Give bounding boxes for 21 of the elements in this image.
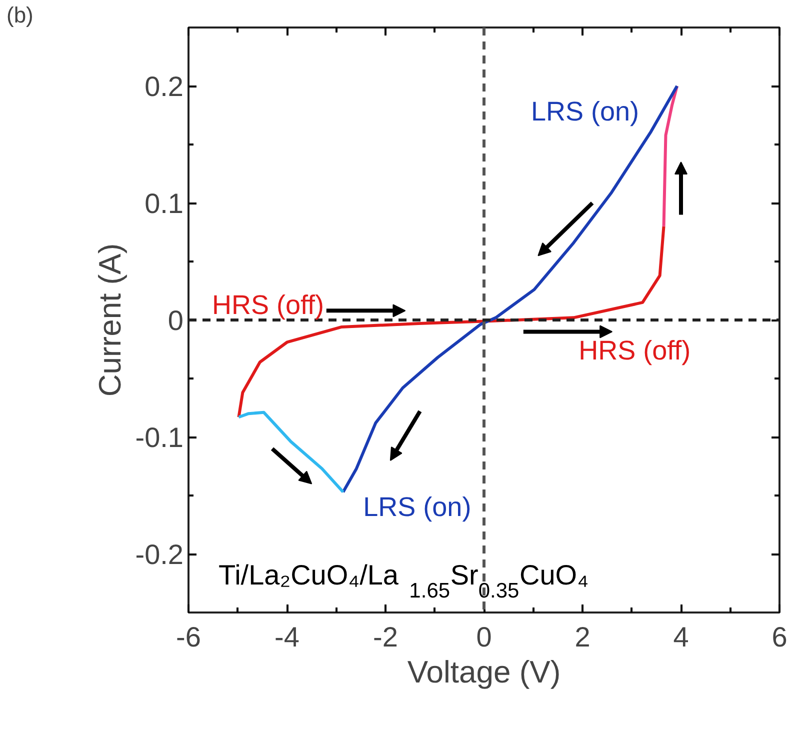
y-tick-label: -0.2 [135, 539, 184, 570]
chart-title: (b) [6, 2, 34, 28]
x-axis-title: Voltage (V) [407, 654, 561, 690]
x-tick-label: -2 [373, 622, 398, 652]
x-tick-label: -4 [274, 622, 300, 652]
y-tick-label: -0.1 [135, 422, 184, 453]
x-tick-label: -6 [176, 622, 201, 652]
x-tick-label: 0 [476, 622, 492, 652]
x-tick-label: 2 [574, 622, 590, 652]
text: LRS (on) [363, 492, 472, 522]
series-label: HRS (off) [212, 290, 324, 320]
y-tick-label: 0 [168, 305, 184, 336]
x-tick-label: 4 [673, 622, 689, 652]
y-axis-title: Current (A) [92, 243, 128, 397]
series-label: LRS (on) [530, 96, 640, 127]
y-tick-label: 0.1 [144, 188, 184, 219]
y-tick-label: 0.2 [144, 71, 184, 102]
line-series [237, 410, 345, 494]
line-series [662, 84, 679, 228]
x-tick-label: 6 [772, 622, 788, 652]
text: HRS (off) [578, 336, 691, 366]
